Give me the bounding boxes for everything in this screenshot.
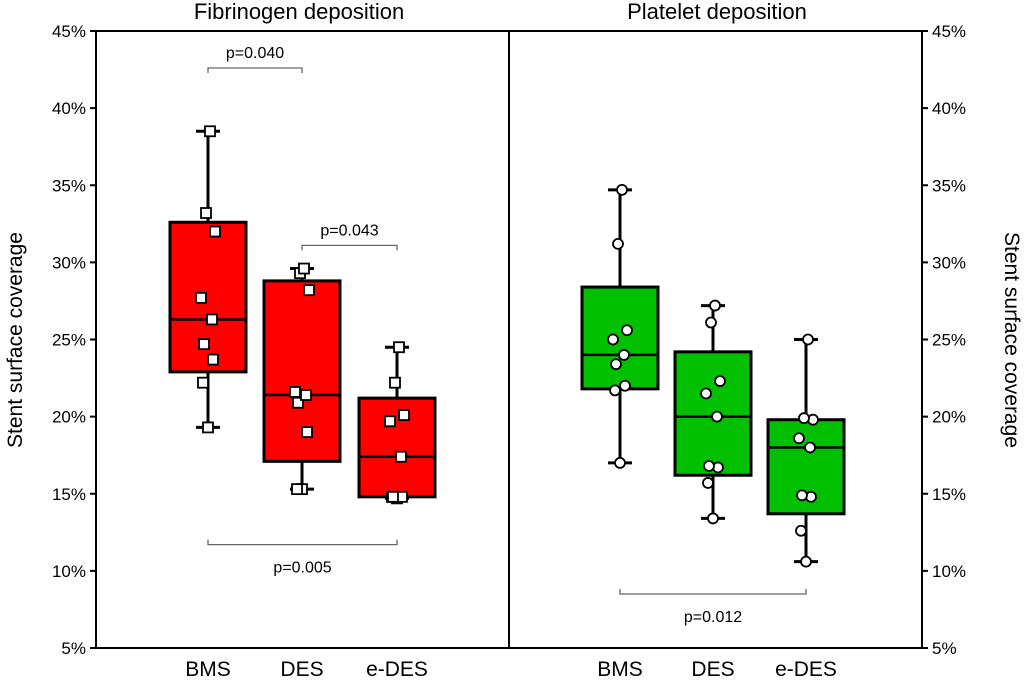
significance-bracket	[207, 539, 398, 546]
box-bms	[580, 183, 660, 469]
significance-annotations-platelet: p=0.012	[619, 589, 807, 626]
data-point	[714, 375, 726, 388]
panel-title-platelet: Platelet deposition	[627, 0, 807, 24]
data-point	[195, 291, 207, 304]
y-tick-label-right: 25%	[932, 331, 966, 350]
y-tick-label-left: 25%	[52, 331, 86, 350]
y-tick-label-right: 35%	[932, 176, 966, 195]
y-axis-title-right: Stent surface coverage	[1000, 232, 1023, 448]
y-tick-label-right: 45%	[932, 22, 966, 41]
p-value-label: p=0.005	[273, 560, 331, 577]
data-point	[198, 338, 210, 351]
p-value-label: p=0.043	[320, 222, 378, 239]
box-e-des	[357, 341, 437, 505]
p-value-label: p=0.012	[684, 609, 742, 626]
box-des	[262, 262, 342, 496]
y-tick-label-left: 40%	[52, 99, 86, 118]
x-category-label: e-DES	[366, 658, 428, 680]
y-tick-label-right: 30%	[932, 253, 966, 272]
y-tick-label-left: 20%	[52, 408, 86, 427]
data-point	[800, 555, 812, 568]
significance-bracket	[619, 589, 807, 595]
data-point	[703, 460, 715, 472]
y-tick-label-left: 10%	[52, 562, 86, 581]
x-axis-categories-fibrinogen: BMS DES e-DES	[185, 658, 428, 680]
data-point	[301, 426, 313, 438]
panel-title-fibrinogen: Fibrinogen deposition	[194, 0, 404, 24]
y-axis-title-left: Stent surface coverage	[4, 232, 27, 448]
x-category-label: DES	[280, 658, 323, 680]
box-iqr	[357, 396, 437, 499]
box-e-des	[766, 333, 846, 568]
y-tick-label-left: 45%	[52, 22, 86, 41]
y-tick-label-right: 15%	[932, 485, 966, 504]
y-tick-label-right: 5%	[932, 639, 957, 658]
x-category-label: BMS	[597, 658, 643, 680]
y-axis-right: 5% 10% 15% 20% 25% 30% 35% 40% 45%	[922, 22, 966, 658]
y-tick-label-right: 40%	[932, 99, 966, 118]
p-value-label: p=0.040	[226, 45, 284, 62]
data-point	[793, 432, 805, 445]
boxes-platelet	[580, 183, 846, 568]
data-point	[398, 409, 410, 421]
data-point	[804, 441, 816, 454]
box-iqr	[580, 285, 660, 391]
y-tick-label-left: 15%	[52, 485, 86, 504]
y-tick-label-left: 35%	[52, 176, 86, 195]
data-point	[619, 379, 631, 392]
x-category-label: DES	[691, 658, 734, 680]
data-point	[393, 341, 405, 354]
data-point	[202, 421, 214, 434]
data-point	[298, 262, 310, 275]
data-point	[612, 237, 624, 250]
data-point	[798, 412, 810, 425]
data-point	[795, 524, 807, 537]
data-point	[610, 358, 622, 371]
data-point	[621, 324, 633, 337]
data-point	[700, 387, 712, 400]
data-point	[705, 316, 717, 329]
data-point	[389, 376, 401, 389]
data-point	[289, 386, 301, 398]
y-axis-left: 5% 10% 15% 20% 25% 30% 35% 40% 45%	[52, 22, 96, 658]
data-point	[206, 313, 218, 326]
data-point	[618, 349, 630, 361]
y-tick-label-right: 10%	[932, 562, 966, 581]
data-point	[384, 415, 396, 428]
data-point	[207, 353, 219, 366]
data-point	[709, 299, 721, 312]
data-point	[796, 489, 808, 502]
y-tick-label-left: 5%	[61, 639, 86, 658]
data-point	[204, 125, 216, 138]
data-point	[802, 333, 814, 346]
x-category-label: BMS	[185, 658, 231, 680]
data-point	[395, 450, 407, 463]
data-point	[702, 477, 714, 489]
x-category-label: e-DES	[775, 658, 837, 680]
box-des	[673, 299, 753, 525]
data-point	[711, 410, 723, 423]
data-point	[303, 284, 315, 297]
data-point	[209, 225, 221, 238]
significance-bracket	[207, 67, 303, 74]
significance-bracket	[301, 244, 398, 251]
box-iqr	[168, 220, 248, 374]
y-tick-label-left: 30%	[52, 253, 86, 272]
data-point	[197, 376, 209, 389]
significance-annotations-fibrinogen: p=0.040 p=0.043 p=0.005	[207, 45, 398, 577]
data-point	[609, 384, 621, 397]
x-axis-categories-platelet: BMS DES e-DES	[597, 658, 837, 680]
box-bms	[168, 125, 248, 434]
y-tick-label-right: 20%	[932, 408, 966, 427]
data-point	[707, 512, 719, 525]
data-point	[291, 483, 303, 496]
boxes-fibrinogen	[168, 125, 437, 505]
data-point	[614, 456, 626, 469]
data-point	[300, 389, 312, 401]
data-point	[616, 183, 628, 196]
data-point	[200, 207, 212, 219]
data-point	[387, 490, 399, 503]
data-point	[607, 333, 619, 346]
